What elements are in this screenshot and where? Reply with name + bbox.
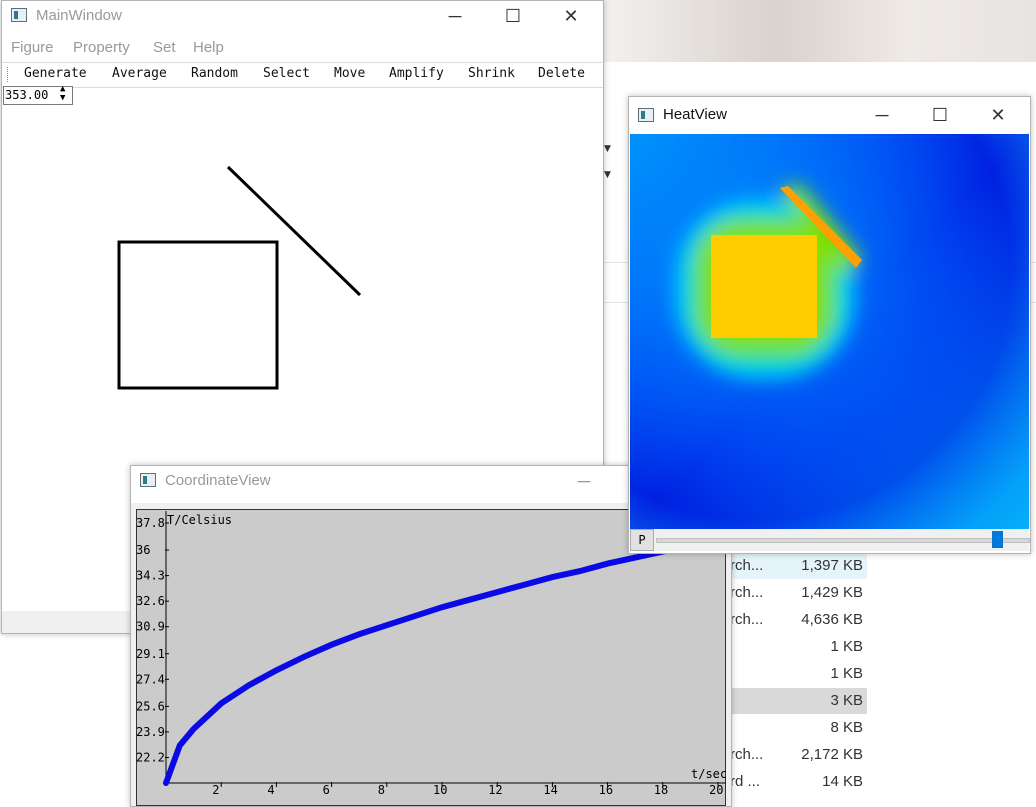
- y-tick-label: 29.1: [136, 647, 165, 661]
- menu-help[interactable]: Help: [193, 39, 224, 56]
- spinbox-value: 353.00: [5, 88, 49, 102]
- heat-line: [780, 186, 862, 268]
- chevron-down-icon[interactable]: ▼: [604, 170, 611, 180]
- file-row[interactable]: 3 KB: [730, 688, 867, 714]
- file-name: rch...: [730, 584, 764, 601]
- file-row[interactable]: 1 KB: [730, 661, 867, 687]
- app-icon: [638, 108, 654, 122]
- maximize-button[interactable]: ☐: [931, 105, 949, 125]
- x-tick-label: 20: [709, 783, 723, 797]
- y-tick-label: 37.8: [136, 516, 165, 530]
- shrink-button[interactable]: Shrink: [468, 66, 515, 81]
- coordinate-plot: T/Celsius t/sec 37.8 36 34.3 32.6 30.9 29.1 27…: [136, 509, 726, 806]
- y-tick-label: 27.4: [136, 672, 165, 686]
- y-tick-label: 32.6: [136, 594, 165, 608]
- x-tick-label: 6: [323, 783, 330, 797]
- heat-window-titlebar[interactable]: HeatView ─ ☐ ✕: [629, 97, 1030, 131]
- select-button[interactable]: Select: [263, 66, 310, 81]
- x-tick-label: 16: [599, 783, 613, 797]
- menu-figure[interactable]: Figure: [11, 39, 54, 56]
- file-size: 4,636 KB: [801, 611, 863, 628]
- x-tick-label: 10: [433, 783, 447, 797]
- file-row[interactable]: 8 KB: [730, 715, 867, 741]
- file-size: 1,397 KB: [801, 557, 863, 574]
- menubar: Figure Property Set Help: [2, 39, 603, 61]
- file-row[interactable]: rch... 1,397 KB: [730, 553, 867, 579]
- move-button[interactable]: Move: [334, 66, 366, 81]
- drawing-canvas[interactable]: [2, 103, 603, 613]
- file-row[interactable]: rd ... 14 KB: [730, 769, 867, 795]
- file-name: rch...: [730, 746, 764, 763]
- window-title: CoordinateView: [165, 472, 271, 489]
- chevron-down-icon[interactable]: ▼: [604, 144, 611, 154]
- app-icon: [140, 473, 156, 487]
- line-shape[interactable]: [226, 165, 362, 297]
- heat-controls: P: [630, 529, 1030, 551]
- delete-button[interactable]: Delete: [538, 66, 585, 81]
- value-spinbox[interactable]: 353.00 ▲ ▼: [3, 84, 73, 105]
- file-row[interactable]: rch... 1,429 KB: [730, 580, 867, 606]
- file-row[interactable]: rch... 4,636 KB: [730, 607, 867, 633]
- heat-square: [711, 235, 817, 338]
- spin-arrows-icon[interactable]: ▲ ▼: [60, 84, 66, 103]
- minimize-button[interactable]: ─: [577, 471, 591, 491]
- file-size: 1,429 KB: [801, 584, 863, 601]
- random-button[interactable]: Random: [191, 66, 238, 81]
- window-title: MainWindow: [36, 7, 122, 24]
- y-tick-label: 22.2: [136, 750, 165, 764]
- heat-window: HeatView ─ ☐ ✕: [628, 96, 1031, 554]
- minimize-button[interactable]: ─: [448, 6, 462, 26]
- desktop-background: [603, 0, 1036, 62]
- file-size: 14 KB: [822, 773, 863, 790]
- y-tick-label: 36: [136, 543, 150, 557]
- rectangle-shape[interactable]: [117, 240, 279, 390]
- x-tick-label: 8: [378, 783, 385, 797]
- x-tick-label: 12: [488, 783, 502, 797]
- file-name: rd ...: [730, 773, 761, 790]
- p-button[interactable]: P: [630, 529, 654, 551]
- close-button[interactable]: ✕: [563, 6, 579, 26]
- heat-slider-track[interactable]: [656, 538, 1030, 543]
- generate-button[interactable]: Generate: [24, 66, 87, 81]
- temperature-series-line: [163, 536, 721, 786]
- y-tick-label: 30.9: [136, 620, 165, 634]
- menu-property[interactable]: Property: [73, 39, 130, 56]
- main-window-titlebar[interactable]: MainWindow ─ ☐ ✕: [2, 1, 603, 31]
- file-size: 2,172 KB: [801, 746, 863, 763]
- minimize-button[interactable]: ─: [875, 105, 889, 125]
- x-axis-label: t/sec: [691, 767, 726, 781]
- x-tick-label: 4: [267, 783, 274, 797]
- file-name: rch...: [730, 611, 764, 628]
- close-button[interactable]: ✕: [990, 105, 1006, 125]
- amplify-button[interactable]: Amplify: [389, 66, 444, 81]
- maximize-button[interactable]: ☐: [504, 6, 522, 26]
- file-size: 3 KB: [830, 692, 863, 709]
- file-row[interactable]: 1 KB: [730, 634, 867, 660]
- file-name: rch...: [730, 557, 764, 574]
- file-size: 1 KB: [830, 638, 863, 655]
- y-tick-label: 25.6: [136, 699, 165, 713]
- y-tick-label: 23.9: [136, 725, 165, 739]
- x-tick-label: 14: [543, 783, 557, 797]
- file-size: 1 KB: [830, 665, 863, 682]
- toolbar-handle[interactable]: [7, 67, 10, 82]
- window-title: HeatView: [663, 106, 727, 123]
- y-tick-label: 34.3: [136, 569, 165, 583]
- file-size: 8 KB: [830, 719, 863, 736]
- toolbar: Generate Average Random Select Move Ampl…: [2, 62, 603, 88]
- heatmap: [630, 134, 1029, 529]
- average-button[interactable]: Average: [112, 66, 167, 81]
- app-icon: [11, 8, 27, 22]
- y-axis-label: T/Celsius: [167, 513, 232, 527]
- heat-slider-thumb[interactable]: [991, 531, 1003, 548]
- file-row[interactable]: rch... 2,172 KB: [730, 742, 867, 768]
- menu-set[interactable]: Set: [153, 39, 176, 56]
- x-tick-label: 2: [212, 783, 219, 797]
- x-tick-label: 18: [654, 783, 668, 797]
